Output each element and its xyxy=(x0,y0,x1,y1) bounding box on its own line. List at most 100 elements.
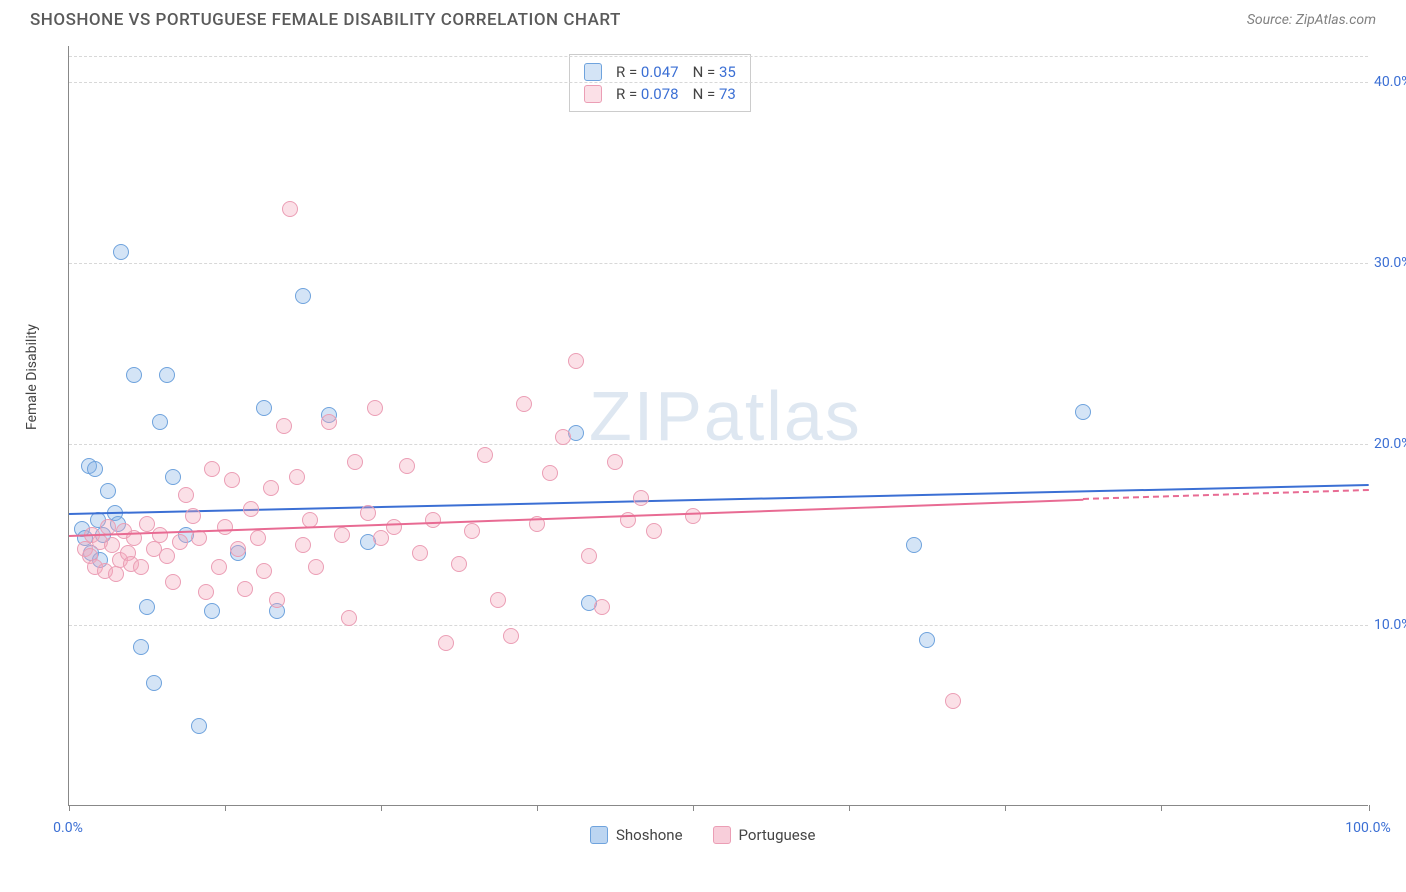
scatter-point xyxy=(906,537,922,553)
trend-line xyxy=(69,498,1083,536)
scatter-point xyxy=(152,527,168,543)
scatter-point xyxy=(367,400,383,416)
scatter-point xyxy=(133,639,149,655)
scatter-point xyxy=(237,581,253,597)
scatter-point xyxy=(172,534,188,550)
scatter-point xyxy=(1075,404,1091,420)
scatter-point xyxy=(646,523,662,539)
scatter-point xyxy=(607,454,623,470)
x-tick xyxy=(849,805,850,811)
scatter-point xyxy=(224,472,240,488)
y-tick-label: 10.0% xyxy=(1374,617,1406,633)
gridline xyxy=(69,82,1368,83)
scatter-point xyxy=(108,566,124,582)
legend-series-item: Shoshone xyxy=(590,826,683,844)
scatter-point xyxy=(256,400,272,416)
scatter-point xyxy=(321,414,337,430)
gridline xyxy=(69,444,1368,445)
legend-swatch xyxy=(713,826,731,844)
legend-r-label: R = 0.047 xyxy=(616,63,679,81)
scatter-point xyxy=(139,599,155,615)
scatter-point xyxy=(516,396,532,412)
chart-source: Source: ZipAtlas.com xyxy=(1247,12,1376,28)
scatter-point xyxy=(568,353,584,369)
y-tick-label: 40.0% xyxy=(1374,74,1406,90)
scatter-point xyxy=(204,603,220,619)
scatter-point xyxy=(191,530,207,546)
scatter-point xyxy=(919,632,935,648)
scatter-point xyxy=(269,592,285,608)
legend-series-label: Shoshone xyxy=(616,826,683,844)
gridline xyxy=(69,625,1368,626)
scatter-point xyxy=(185,508,201,524)
x-tick xyxy=(537,805,538,811)
legend-swatch xyxy=(584,63,602,81)
scatter-point xyxy=(113,244,129,260)
scatter-point xyxy=(386,519,402,535)
scatter-point xyxy=(295,288,311,304)
gridline xyxy=(69,263,1368,264)
legend-stat-row: R = 0.078 N = 73 xyxy=(584,83,736,105)
y-tick-label: 20.0% xyxy=(1374,436,1406,452)
scatter-point xyxy=(178,487,194,503)
scatter-point xyxy=(198,584,214,600)
scatter-point xyxy=(295,537,311,553)
scatter-point xyxy=(230,541,246,557)
scatter-point xyxy=(276,418,292,434)
chart-title: SHOSHONE VS PORTUGUESE FEMALE DISABILITY… xyxy=(30,10,621,30)
scatter-point xyxy=(126,367,142,383)
scatter-point xyxy=(555,429,571,445)
legend-series: Shoshone Portuguese xyxy=(590,826,815,844)
scatter-point xyxy=(146,675,162,691)
scatter-point xyxy=(685,508,701,524)
scatter-point xyxy=(594,599,610,615)
legend-n-label: N = 73 xyxy=(693,85,736,103)
scatter-point xyxy=(289,469,305,485)
scatter-point xyxy=(152,414,168,430)
x-tick-label: 0.0% xyxy=(53,820,83,836)
scatter-point xyxy=(243,501,259,517)
y-tick-label: 30.0% xyxy=(1374,255,1406,271)
legend-r-label: R = 0.078 xyxy=(616,85,679,103)
scatter-point xyxy=(263,480,279,496)
scatter-point xyxy=(256,563,272,579)
y-axis-label: Female Disability xyxy=(24,324,40,430)
x-tick-label: 100.0% xyxy=(1345,820,1390,836)
legend-swatch xyxy=(584,85,602,103)
x-tick xyxy=(693,805,694,811)
scatter-point xyxy=(373,530,389,546)
scatter-point xyxy=(503,628,519,644)
scatter-point xyxy=(438,635,454,651)
scatter-point xyxy=(412,545,428,561)
legend-n-label: N = 35 xyxy=(693,63,736,81)
scatter-point xyxy=(282,201,298,217)
scatter-point xyxy=(217,519,233,535)
scatter-point xyxy=(347,454,363,470)
scatter-point xyxy=(399,458,415,474)
x-tick xyxy=(1369,805,1370,811)
scatter-point xyxy=(360,505,376,521)
scatter-point xyxy=(133,559,149,575)
scatter-point xyxy=(542,465,558,481)
scatter-point xyxy=(334,527,350,543)
scatter-point xyxy=(464,523,480,539)
scatter-point xyxy=(451,556,467,572)
scatter-point xyxy=(945,693,961,709)
legend-series-item: Portuguese xyxy=(713,826,816,844)
scatter-point xyxy=(308,559,324,575)
x-tick xyxy=(1005,805,1006,811)
scatter-point xyxy=(341,610,357,626)
scatter-point xyxy=(211,559,227,575)
scatter-point xyxy=(87,461,103,477)
legend-series-label: Portuguese xyxy=(739,826,816,844)
plot-region: ZIPatlas R = 0.047N = 35R = 0.078N = 73 … xyxy=(68,46,1368,806)
scatter-point xyxy=(191,718,207,734)
scatter-point xyxy=(581,548,597,564)
scatter-point xyxy=(250,530,266,546)
scatter-point xyxy=(165,469,181,485)
scatter-point xyxy=(159,367,175,383)
scatter-point xyxy=(477,447,493,463)
gridline xyxy=(69,56,1368,57)
scatter-point xyxy=(165,574,181,590)
scatter-point xyxy=(425,512,441,528)
